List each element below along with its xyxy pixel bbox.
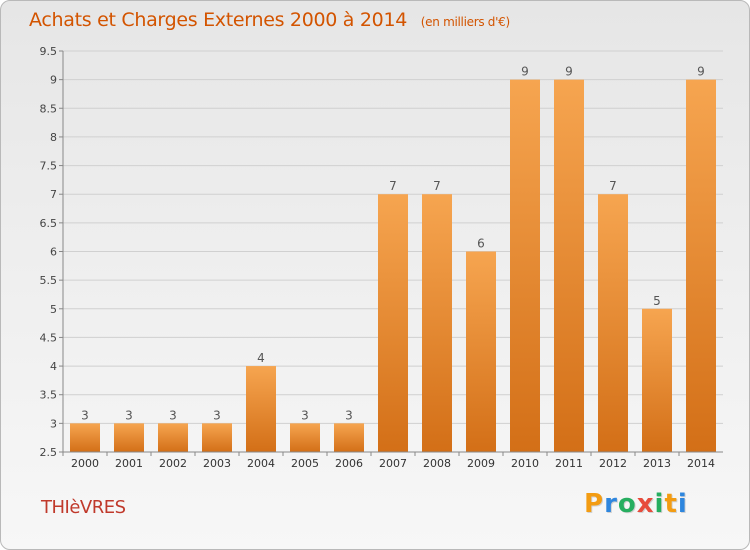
bar-value-label: 7 bbox=[389, 179, 397, 193]
logo-letter: x bbox=[636, 489, 655, 519]
bar-value-label: 3 bbox=[301, 408, 309, 422]
logo-letter: t bbox=[664, 489, 678, 519]
bar bbox=[334, 423, 364, 452]
bar bbox=[114, 423, 144, 452]
y-tick-label: 7 bbox=[50, 188, 57, 201]
x-tick-label: 2013 bbox=[643, 457, 671, 470]
y-tick-label: 3 bbox=[50, 417, 57, 430]
bar-value-label: 9 bbox=[521, 65, 529, 79]
y-tick-label: 6.5 bbox=[40, 217, 58, 230]
town-name: THIèVRES bbox=[41, 497, 126, 518]
logo-letter: i bbox=[677, 489, 688, 519]
y-tick-label: 9 bbox=[50, 74, 57, 87]
bar bbox=[246, 366, 276, 452]
x-tick-label: 2001 bbox=[115, 457, 143, 470]
y-tick-label: 7.5 bbox=[40, 160, 58, 173]
bar bbox=[466, 251, 496, 452]
y-tick-label: 6 bbox=[50, 246, 57, 259]
chart-title-text: Achats et Charges Externes 2000 à 2014 bbox=[29, 9, 408, 31]
y-tick-label: 5.5 bbox=[40, 274, 58, 287]
y-tick-label: 4 bbox=[50, 360, 57, 373]
bar bbox=[378, 194, 408, 452]
x-tick-label: 2011 bbox=[555, 457, 583, 470]
bar-value-label: 7 bbox=[609, 179, 617, 193]
bar bbox=[554, 79, 584, 453]
chart-title: Achats et Charges Externes 2000 à 2014 (… bbox=[29, 9, 510, 31]
x-tick-label: 2008 bbox=[423, 457, 451, 470]
bar bbox=[510, 79, 540, 453]
bar-value-label: 7 bbox=[433, 179, 441, 193]
x-tick-label: 2009 bbox=[467, 457, 495, 470]
x-tick-label: 2014 bbox=[687, 457, 715, 470]
bar-value-label: 3 bbox=[81, 408, 89, 422]
x-tick-label: 2006 bbox=[335, 457, 363, 470]
logo-letter: r bbox=[604, 489, 618, 519]
bar bbox=[290, 423, 320, 452]
x-tick-label: 2002 bbox=[159, 457, 187, 470]
y-tick-label: 5 bbox=[50, 303, 57, 316]
logo-letter: o bbox=[617, 489, 637, 519]
x-tick-label: 2012 bbox=[599, 457, 627, 470]
y-tick-label: 4.5 bbox=[40, 331, 58, 344]
bar bbox=[422, 194, 452, 452]
bar-value-label: 9 bbox=[697, 65, 705, 79]
logo-letter: P bbox=[584, 489, 605, 519]
x-tick-label: 2005 bbox=[291, 457, 319, 470]
x-tick-label: 2007 bbox=[379, 457, 407, 470]
x-tick-label: 2000 bbox=[71, 457, 99, 470]
x-tick-label: 2003 bbox=[203, 457, 231, 470]
bar bbox=[642, 308, 672, 452]
bar-value-label: 3 bbox=[213, 408, 221, 422]
bar-value-label: 3 bbox=[125, 408, 133, 422]
y-tick-label: 8.5 bbox=[40, 102, 58, 115]
bar-value-label: 4 bbox=[257, 351, 265, 365]
bar bbox=[202, 423, 232, 452]
bar-value-label: 6 bbox=[477, 237, 485, 251]
logo-letter: i bbox=[654, 489, 665, 519]
y-tick-label: 2.5 bbox=[40, 446, 58, 459]
bar bbox=[686, 79, 716, 453]
bar-value-label: 3 bbox=[169, 408, 177, 422]
y-tick-label: 9.5 bbox=[40, 45, 58, 58]
bar-value-label: 9 bbox=[565, 65, 573, 79]
bar bbox=[70, 423, 100, 452]
bar-value-label: 3 bbox=[345, 408, 353, 422]
x-tick-label: 2010 bbox=[511, 457, 539, 470]
bar bbox=[158, 423, 188, 452]
y-tick-label: 8 bbox=[50, 131, 57, 144]
proxiti-logo: Proxiti bbox=[584, 489, 688, 519]
x-tick-label: 2004 bbox=[247, 457, 275, 470]
y-tick-label: 3.5 bbox=[40, 389, 58, 402]
chart-subtitle: (en milliers d'€) bbox=[420, 15, 510, 29]
bar-value-label: 5 bbox=[653, 294, 661, 308]
bar bbox=[598, 194, 628, 452]
